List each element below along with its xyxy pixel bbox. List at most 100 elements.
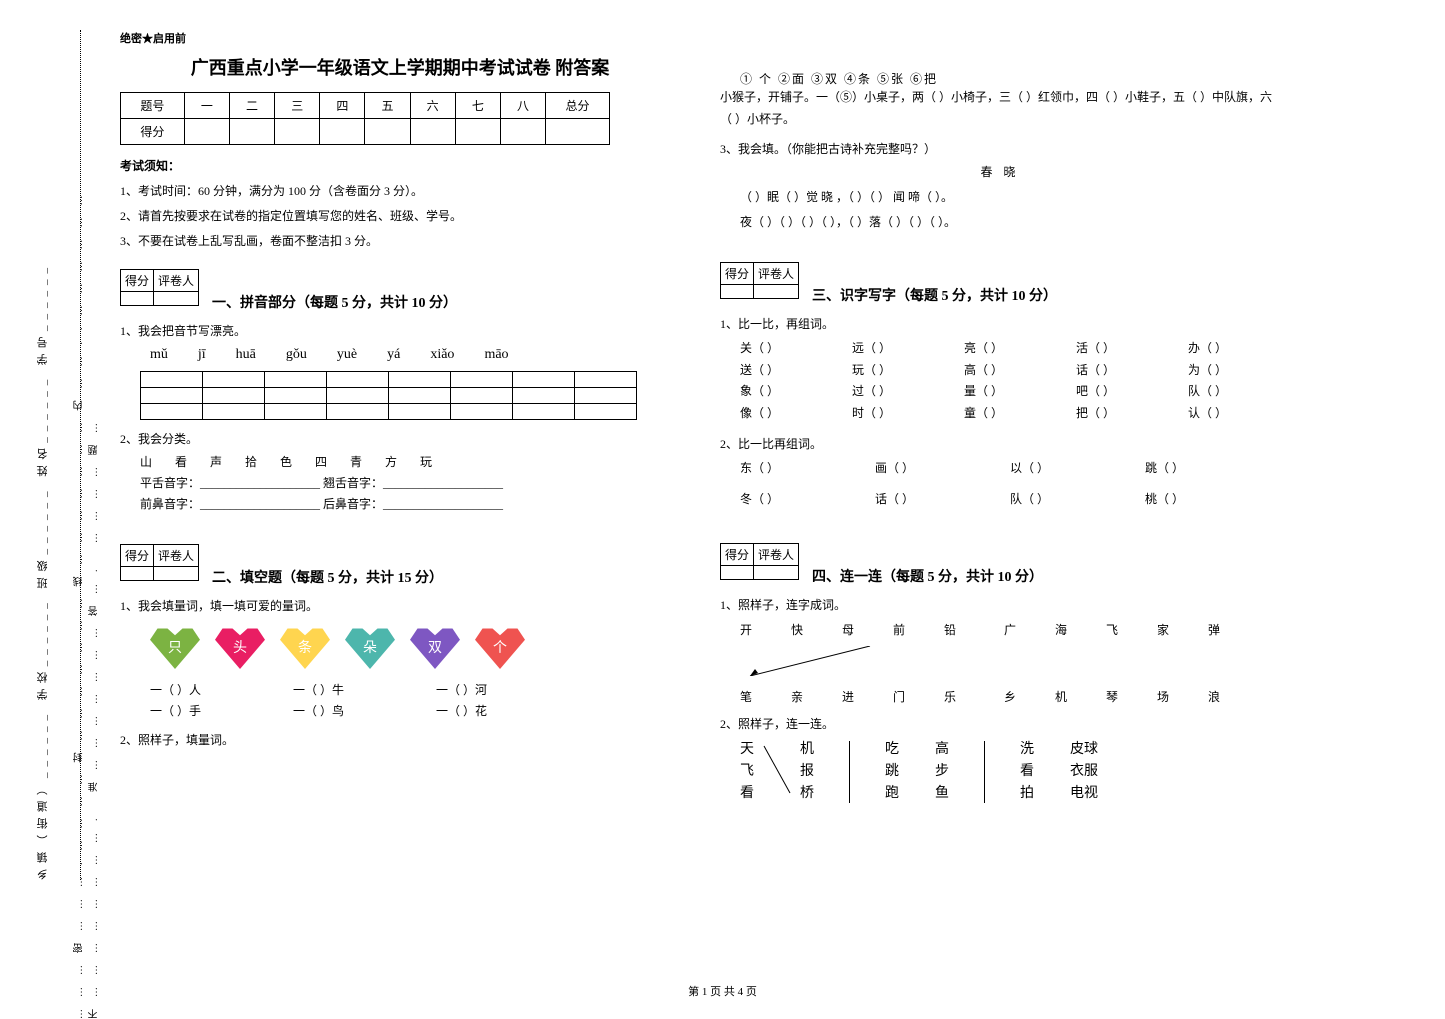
score-box-empty[interactable] bbox=[121, 292, 154, 306]
confidential-label: 绝密★启用前 bbox=[120, 30, 680, 46]
score-box-grader: 评卷人 bbox=[754, 263, 799, 285]
measure-words[interactable]: 一（ ）人 一（ ）牛 一（ ）河 一（ ）手 一（ ）鸟 一（ ）花 bbox=[150, 679, 680, 721]
th-5: 五 bbox=[365, 93, 410, 119]
score-box-empty[interactable] bbox=[154, 567, 199, 581]
score-cell[interactable] bbox=[275, 119, 320, 145]
th-3: 三 bbox=[275, 93, 320, 119]
poem-line[interactable]: （ ）眠（ ）觉 晓 ，（ ）（ ） 闻 啼（ ）。 bbox=[740, 188, 1280, 205]
score-cell[interactable] bbox=[184, 119, 229, 145]
s2-q3: 3、我会填。（你能把古诗补充完整吗？） bbox=[720, 140, 1280, 157]
notice-title: 考试须知： bbox=[120, 157, 680, 174]
pinyin: xiǎo bbox=[430, 347, 454, 363]
s1-q2: 2、我会分类。 bbox=[120, 430, 680, 447]
divider bbox=[849, 741, 850, 803]
score-box: 得分评卷人 bbox=[120, 269, 199, 306]
section-1-title: 一、拼音部分（每题 5 分，共计 10 分） bbox=[212, 292, 457, 312]
score-cell[interactable] bbox=[546, 119, 610, 145]
connect-top-right: 广 海 飞 家 弹 bbox=[1004, 621, 1238, 638]
pinyin: māo bbox=[484, 347, 508, 363]
th-6: 六 bbox=[410, 93, 455, 119]
pinyin: yuè bbox=[337, 347, 357, 363]
left-column: 绝密★启用前 广西重点小学一年级语文上学期期中考试试卷 附答案 题号 一 二 三… bbox=[120, 30, 680, 803]
section-3-title: 三、识字写字（每题 5 分，共计 10 分） bbox=[812, 285, 1057, 305]
seal-line-text: ………密……….…………封…………………线…………………内……..………………不… bbox=[72, 30, 102, 1019]
notice-item: 3、不要在试卷上乱写乱画，卷面不整洁扣 3 分。 bbox=[120, 232, 680, 249]
score-box-empty[interactable] bbox=[721, 565, 754, 579]
th-2: 二 bbox=[229, 93, 274, 119]
measure-item[interactable]: 一（ ）牛 bbox=[293, 681, 433, 698]
pinyin-row: mǔ jī huā gǒu yuè yá xiǎo māo bbox=[150, 347, 680, 363]
th-qnum: 题号 bbox=[121, 93, 185, 119]
s3-q1: 1、比一比，再组词。 bbox=[720, 315, 1280, 332]
poem-title: 春 晓 bbox=[720, 163, 1280, 180]
th-4: 四 bbox=[320, 93, 365, 119]
measure-item[interactable]: 一（ ）手 bbox=[150, 702, 290, 719]
th-8: 八 bbox=[500, 93, 545, 119]
measure-item[interactable]: 一（ ）人 bbox=[150, 681, 290, 698]
section-2: 得分评卷人 二、填空题（每题 5 分，共计 15 分） 1、我会填量词，填一填可… bbox=[120, 532, 680, 748]
notice-item: 1、考试时间：60 分钟，满分为 100 分（含卷面分 3 分）。 bbox=[120, 182, 680, 199]
heart-shape: 朵 bbox=[345, 624, 395, 669]
score-box-empty[interactable] bbox=[154, 292, 199, 306]
s1-q1: 1、我会把音节写漂亮。 bbox=[120, 322, 680, 339]
score-table: 题号 一 二 三 四 五 六 七 八 总分 得分 bbox=[120, 92, 610, 145]
connect-pairs[interactable]: 天飞看 机报桥 吃跳跑 高步鱼 洗看拍 皮球衣服电视 bbox=[740, 738, 1280, 803]
s2-q1: 1、我会填量词，填一填可爱的量词。 bbox=[120, 597, 680, 614]
pinyin: mǔ bbox=[150, 347, 168, 363]
score-box-score: 得分 bbox=[721, 263, 754, 285]
score-box: 得分评卷人 bbox=[720, 543, 799, 580]
connect-words[interactable]: 开 快 母 前 铅 广 海 飞 家 弹 笔 亲 进 门 乐 乡 机 琴 场 浪 bbox=[720, 621, 1280, 705]
s3-q2: 2、比一比再组词。 bbox=[720, 435, 1280, 452]
measure-item[interactable]: 一（ ）花 bbox=[436, 702, 576, 719]
score-cell[interactable] bbox=[320, 119, 365, 145]
measure-item[interactable]: 一（ ）鸟 bbox=[293, 702, 433, 719]
compare-grid-1[interactable]: 关（ ）远（ ）亮（ ）活（ ）办（ ） 送（ ）玩（ ）高（ ）话（ ）为（ … bbox=[740, 338, 1280, 424]
connect-top-left: 开 快 母 前 铅 bbox=[740, 621, 974, 638]
writing-grid[interactable] bbox=[140, 371, 637, 420]
section-1: 得分评卷人 一、拼音部分（每题 5 分，共计 10 分） 1、我会把音节写漂亮。… bbox=[120, 257, 680, 512]
exam-title: 广西重点小学一年级语文上学期期中考试试卷 附答案 bbox=[120, 54, 680, 80]
measure-item[interactable]: 一（ ）河 bbox=[436, 681, 576, 698]
pinyin: yá bbox=[387, 347, 400, 363]
poem-line[interactable]: 夜（ ）（ ）（ ）（ ），（ ）落（ ）（ ）（ ）。 bbox=[740, 213, 1280, 230]
s2-options: ① 个 ②面 ③双 ④条 ⑤张 ⑥把 bbox=[740, 70, 1280, 87]
score-cell[interactable] bbox=[410, 119, 455, 145]
compare-grid-2[interactable]: 东（ ）画（ ）以（ ）跳（ ） 冬（ ）话（ ）队（ ）桃（ ） bbox=[740, 458, 1280, 511]
score-box-empty[interactable] bbox=[121, 567, 154, 581]
s2-fill-text[interactable]: 小猴子，开铺子。一（⑤）小桌子，两（ ）小椅子，三（ ）红领巾，四（ ）小鞋子，… bbox=[720, 87, 1280, 130]
notice-item: 2、请首先按要求在试卷的指定位置填写您的姓名、班级、学号。 bbox=[120, 207, 680, 224]
s2-q2: 2、照样子，填量词。 bbox=[120, 731, 680, 748]
connect-sample-line-icon bbox=[762, 738, 792, 800]
heart-shape: 只 bbox=[150, 624, 200, 669]
section-4: 得分评卷人 四、连一连（每题 5 分，共计 10 分） 1、照样子，连字成词。 … bbox=[720, 531, 1280, 803]
section-2-title: 二、填空题（每题 5 分，共计 15 分） bbox=[212, 567, 443, 587]
score-cell[interactable] bbox=[455, 119, 500, 145]
heart-shape: 双 bbox=[410, 624, 460, 669]
pinyin: jī bbox=[198, 347, 206, 363]
student-info-fields: 乡镇（街道）______ 学校______ 班级______ 姓名______ … bbox=[35, 30, 51, 880]
heart-shapes: 只 头 条 朵 双 个 bbox=[150, 624, 680, 669]
fill-line[interactable]: 平舌音字：____________________ 翘舌音字：_________… bbox=[140, 474, 680, 491]
section-3: 得分评卷人 三、识字写字（每题 5 分，共计 10 分） 1、比一比，再组词。 … bbox=[720, 250, 1280, 511]
score-cell[interactable] bbox=[229, 119, 274, 145]
score-box-empty[interactable] bbox=[754, 565, 799, 579]
score-box-empty[interactable] bbox=[721, 285, 754, 299]
score-box-grader: 评卷人 bbox=[754, 543, 799, 565]
score-cell[interactable] bbox=[365, 119, 410, 145]
th-1: 一 bbox=[184, 93, 229, 119]
char-list: 山 看 声 拾 色 四 青 方 玩 bbox=[140, 453, 680, 470]
score-box-empty[interactable] bbox=[754, 285, 799, 299]
connect-group-1: 天飞看 机报桥 bbox=[740, 738, 814, 803]
score-cell[interactable] bbox=[500, 119, 545, 145]
th-total: 总分 bbox=[546, 93, 610, 119]
section-4-title: 四、连一连（每题 5 分，共计 10 分） bbox=[812, 566, 1043, 586]
heart-shape: 头 bbox=[215, 624, 265, 669]
score-label: 得分 bbox=[121, 119, 185, 145]
s4-q1: 1、照样子，连字成词。 bbox=[720, 596, 1280, 613]
fill-line[interactable]: 前鼻音字：____________________ 后鼻音字：_________… bbox=[140, 495, 680, 512]
page-content: 绝密★启用前 广西重点小学一年级语文上学期期中考试试卷 附答案 题号 一 二 三… bbox=[120, 30, 1420, 803]
score-box-score: 得分 bbox=[121, 270, 154, 292]
score-box-score: 得分 bbox=[121, 545, 154, 567]
heart-shape: 个 bbox=[475, 624, 525, 669]
connect-group-3: 洗看拍 皮球衣服电视 bbox=[1020, 738, 1098, 803]
